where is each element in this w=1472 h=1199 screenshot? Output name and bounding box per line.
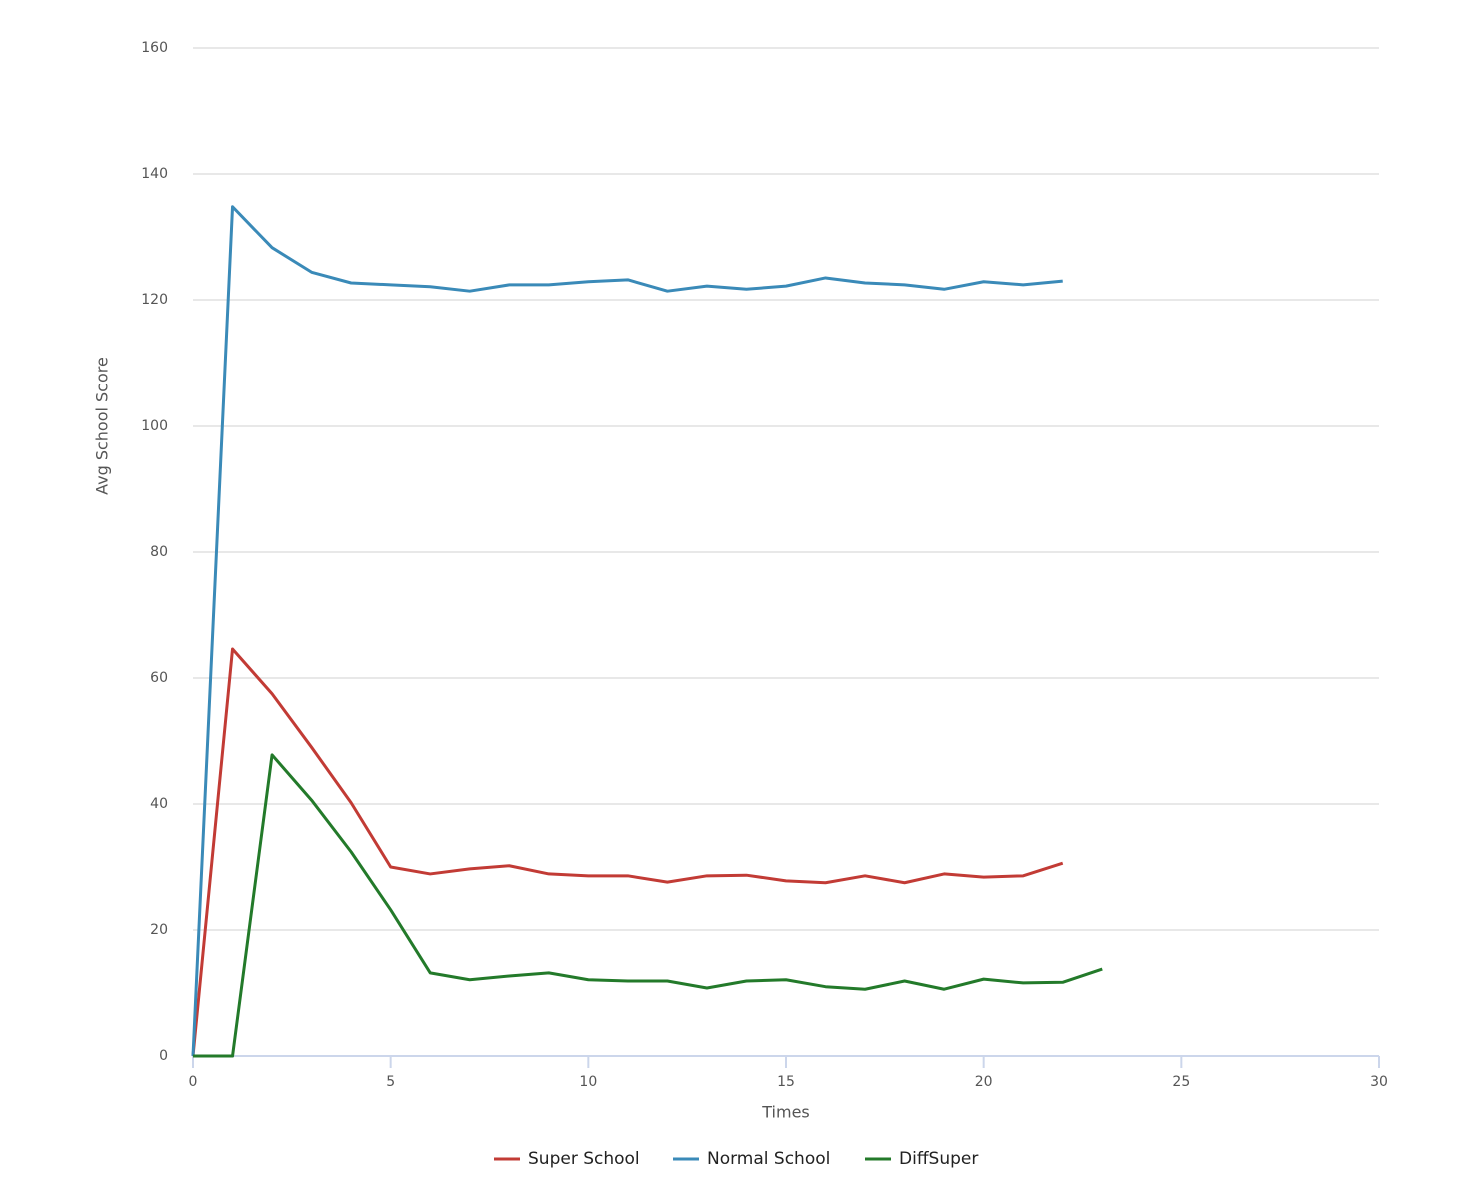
series-line — [191, 205, 1063, 1057]
y-tick-label: 80 — [150, 544, 168, 560]
legend-label: Normal School — [707, 1149, 830, 1169]
x-tick-label: 30 — [1370, 1074, 1388, 1090]
x-tick-label: 10 — [579, 1074, 597, 1090]
x-tick-label: 25 — [1172, 1074, 1190, 1090]
y-tick-label: 40 — [150, 796, 168, 812]
y-tick-label: 140 — [141, 166, 168, 182]
legend-label: Super School — [528, 1149, 640, 1169]
y-axis-title: Avg School Score — [93, 357, 112, 495]
y-tick-label: 100 — [141, 418, 168, 434]
series-line — [193, 753, 1103, 1058]
x-axis-title: Times — [761, 1103, 810, 1122]
x-tick-label: 15 — [777, 1074, 795, 1090]
y-tick-label: 60 — [150, 670, 168, 686]
x-tick-label: 0 — [189, 1074, 198, 1090]
x-tick-label: 20 — [975, 1074, 993, 1090]
y-tick-label: 160 — [141, 40, 168, 56]
y-tick-label: 20 — [150, 922, 168, 938]
legend-label: DiffSuper — [899, 1149, 978, 1169]
y-tick-label: 0 — [159, 1048, 168, 1064]
y-tick-label: 120 — [141, 292, 168, 308]
series-line — [191, 647, 1064, 1057]
x-tick-label: 5 — [386, 1074, 395, 1090]
